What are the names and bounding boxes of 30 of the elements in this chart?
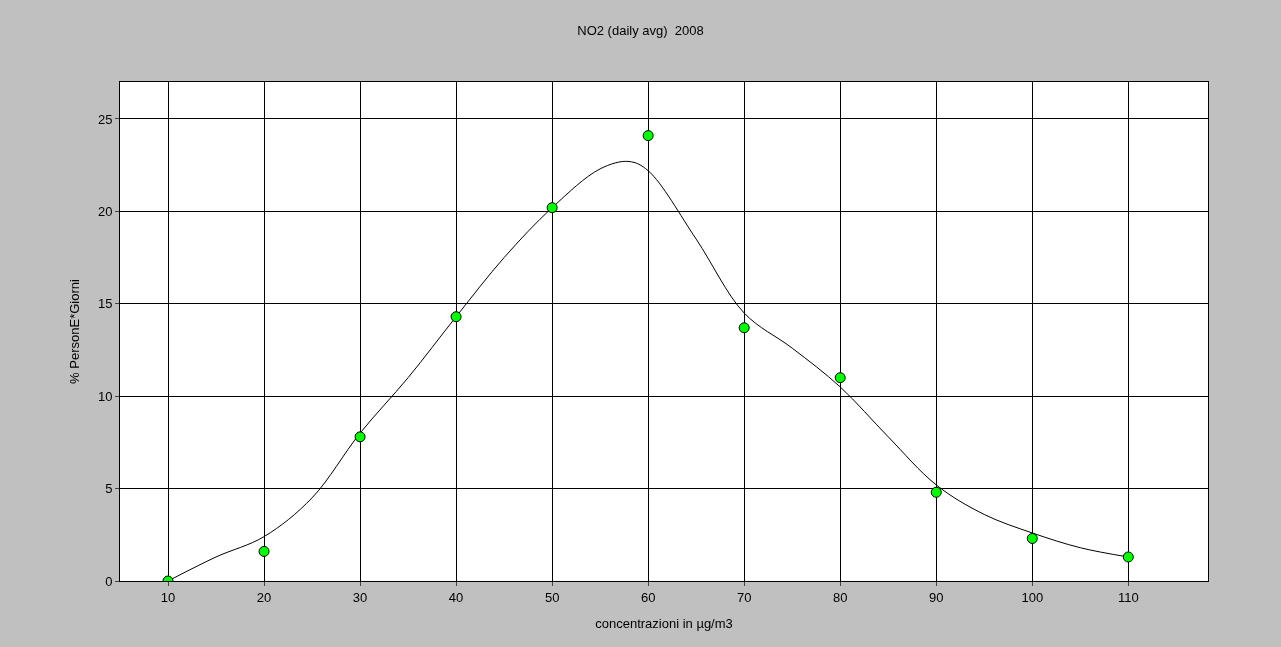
- x-tick-label: 60: [640, 589, 656, 605]
- x-tick-label: 110: [1117, 589, 1139, 605]
- x-tick-label: 20: [256, 589, 272, 605]
- x-tick-label: 30: [352, 589, 368, 605]
- x-tick-label: 10: [160, 589, 176, 605]
- x-tick-label: 100: [1021, 589, 1044, 605]
- point: [642, 130, 654, 142]
- y-tick-label: 10: [97, 388, 113, 404]
- point: [738, 322, 750, 334]
- y-tick-label: 20: [97, 203, 113, 219]
- x-tick-label: 80: [832, 589, 848, 605]
- point: [258, 545, 270, 557]
- point: [930, 486, 942, 498]
- point: [546, 202, 558, 214]
- point: [1026, 532, 1038, 544]
- x-axis-title: concentrazioni in µg/m3: [595, 616, 733, 632]
- y-axis-title: % PersonE*Giorni: [66, 279, 82, 384]
- chart-title: NO2 (daily avg) 2008: [577, 22, 704, 38]
- y-tick-label: 15: [97, 296, 113, 312]
- x-tick-label: 40: [448, 589, 464, 605]
- y-tick-label: 5: [105, 481, 113, 497]
- point: [354, 431, 366, 443]
- x-tick-label: 70: [736, 589, 752, 605]
- point: [834, 372, 846, 384]
- point: [450, 311, 462, 323]
- point: [1122, 551, 1134, 563]
- x-tick-label: 90: [929, 589, 944, 605]
- y-tick-label: 25: [97, 111, 113, 127]
- x-tick-label: 50: [544, 589, 560, 605]
- y-tick-label: 0: [105, 573, 113, 589]
